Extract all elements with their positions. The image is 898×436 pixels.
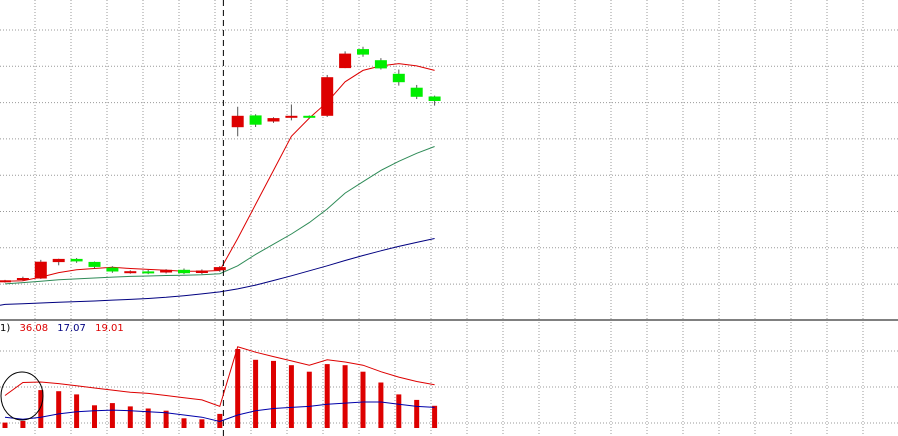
indicator-bar — [56, 391, 62, 428]
readout-value-3: 19.01 — [95, 323, 124, 334]
indicator-lines — [4, 346, 435, 423]
candle-body — [392, 73, 405, 83]
candle-body — [88, 261, 101, 267]
indicator-line-1 — [4, 346, 435, 408]
indicator-bar — [217, 413, 223, 428]
moving-average-line-1 — [4, 63, 435, 282]
candle-body — [178, 269, 190, 274]
candle-body — [303, 115, 316, 118]
candle-body — [213, 267, 226, 271]
indicator-bar — [2, 422, 8, 428]
candle-body — [339, 53, 352, 69]
indicator-bars — [2, 349, 438, 428]
candle-body — [70, 258, 83, 262]
indicator-bar — [432, 405, 438, 428]
circle-annotation — [0, 371, 44, 421]
indicator-bar — [342, 365, 348, 428]
candle-body — [428, 96, 441, 101]
indicator-bar — [38, 390, 44, 428]
indicator-bar — [109, 403, 115, 428]
candlesticks — [0, 46, 441, 283]
candle-body — [0, 280, 11, 283]
readout-value-1: 36.08 — [19, 323, 49, 334]
candle-body — [357, 49, 369, 55]
indicator-bar — [306, 371, 312, 428]
indicator-bar — [163, 410, 169, 428]
candle-body — [267, 118, 280, 122]
moving-average-line-2 — [4, 146, 435, 285]
readout-prefix: 1) — [0, 323, 11, 334]
candle-body — [374, 60, 387, 69]
indicator-readout: 1) 36.08 17.07 19.01 — [0, 323, 130, 335]
indicator-bar — [396, 394, 402, 428]
indicator-bar — [414, 399, 420, 428]
candle-body — [34, 261, 47, 279]
candle-body — [52, 258, 65, 263]
candle-body — [142, 271, 155, 274]
indicator-bar — [127, 406, 133, 428]
indicator-bar — [271, 360, 276, 428]
candle-body — [285, 115, 298, 118]
indicator-bar — [360, 371, 366, 428]
indicator-bar — [324, 364, 330, 428]
indicator-line-2 — [4, 401, 435, 423]
candle-body — [106, 267, 119, 272]
candle-body — [16, 278, 29, 280]
annotation — [0, 371, 44, 421]
candle-body — [321, 77, 334, 116]
indicator-bar — [235, 349, 241, 428]
indicator-bar — [74, 394, 80, 428]
indicator-bar — [378, 382, 384, 428]
indicator-bar — [145, 408, 151, 428]
readout-value-2: 17.07 — [57, 323, 86, 334]
candle-body — [124, 271, 137, 274]
indicator-bar — [288, 365, 294, 428]
candle-body — [160, 269, 173, 273]
candle-body — [231, 115, 244, 128]
candle-body — [195, 270, 208, 273]
indicator-bar — [199, 419, 205, 428]
indicator-bar — [92, 405, 97, 428]
indicator-bar — [181, 418, 187, 428]
candle-body — [410, 87, 423, 97]
candle-body — [249, 115, 262, 125]
indicator-bar — [253, 359, 259, 428]
indicator-bar — [20, 421, 26, 428]
moving-average-line-3 — [0, 238, 435, 306]
